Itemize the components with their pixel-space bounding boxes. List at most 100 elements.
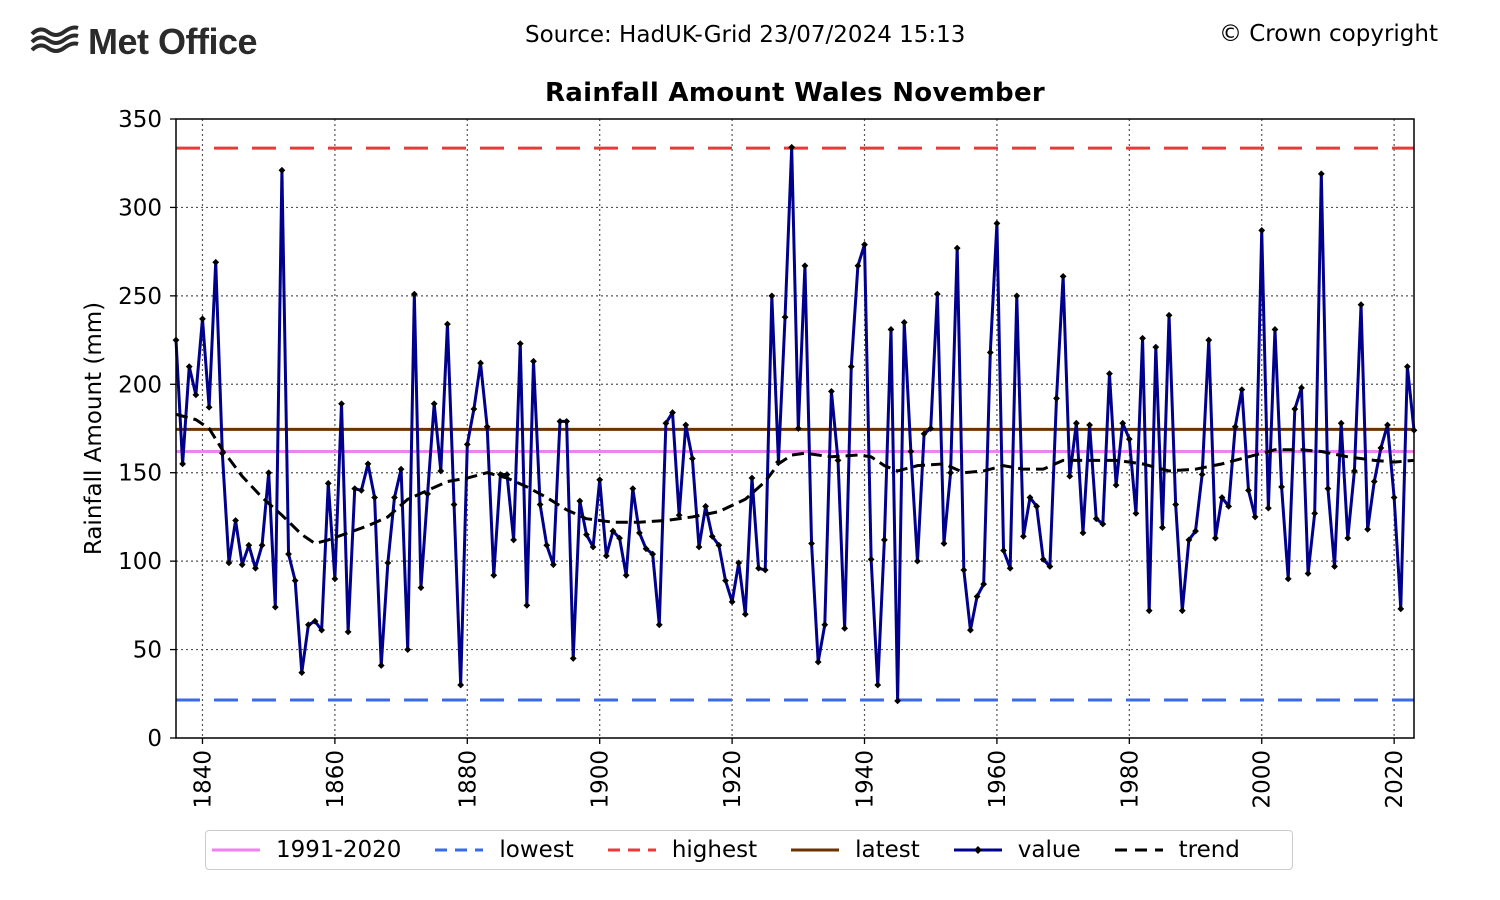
legend-label: lowest (499, 837, 574, 863)
value-point (463, 441, 471, 448)
legend-item-latest: latest (791, 837, 920, 863)
legend-item-lowest: lowest (435, 837, 574, 863)
value-point (741, 610, 749, 618)
y-tick-label: 300 (118, 195, 162, 221)
value-point (1112, 481, 1120, 489)
value-point (205, 403, 213, 411)
value-point (768, 292, 776, 300)
value-point (649, 550, 657, 558)
y-axis-label: Rainfall Amount (mm) (81, 302, 107, 555)
value-point (642, 545, 650, 553)
value-point (344, 628, 352, 636)
legend-item-value: value (953, 837, 1081, 863)
value-point (1178, 607, 1186, 615)
value-point (808, 540, 815, 547)
value-point (258, 541, 266, 549)
value-point (417, 584, 425, 592)
value-point (583, 531, 590, 539)
x-tick-label: 1880 (455, 750, 481, 809)
value-point (510, 536, 518, 544)
met-office-logo: Met Office (30, 20, 258, 64)
value-point (311, 617, 319, 625)
value-point (1264, 504, 1272, 512)
value-point (265, 469, 273, 477)
legend-swatch (607, 848, 656, 852)
chart-title: Rainfall Amount Wales November (544, 78, 1046, 108)
legend-swatch (435, 848, 484, 852)
value-point (490, 571, 498, 579)
value-point (331, 575, 339, 583)
value-point (1139, 334, 1146, 342)
value-point (1317, 170, 1325, 178)
value-point (847, 363, 855, 370)
value-point (377, 662, 385, 669)
value-point (218, 449, 226, 457)
value-point (1291, 405, 1299, 413)
x-tick-label: 2000 (1250, 750, 1276, 809)
value-point (708, 532, 716, 540)
value-point (523, 601, 531, 609)
value-point (1013, 292, 1021, 300)
value-point (688, 455, 696, 462)
value-point (1006, 564, 1014, 572)
value-point (1132, 509, 1140, 517)
value-point (549, 561, 557, 569)
x-tick-label: 1940 (853, 750, 879, 809)
value-point (305, 621, 312, 629)
value-point (655, 621, 663, 629)
value-point (470, 405, 478, 413)
value-point (1331, 563, 1338, 570)
value-point (503, 471, 511, 478)
value-point (1020, 532, 1027, 540)
x-tick-label: 1960 (985, 750, 1011, 809)
chart-legend: 1991-2020 lowest highest latest value trend (205, 830, 1293, 870)
value-point (225, 559, 233, 567)
value-point (854, 262, 862, 270)
value-point (755, 564, 762, 572)
y-tick-label: 100 (118, 549, 162, 575)
y-tick-label: 250 (118, 284, 162, 310)
value-point (622, 571, 630, 579)
value-point (602, 552, 610, 560)
value-point (1258, 227, 1266, 234)
value-point (357, 487, 365, 494)
value-point (1159, 524, 1166, 531)
value-point (271, 603, 279, 611)
value-point (185, 363, 193, 370)
value-point (1211, 534, 1219, 542)
value-point (245, 541, 253, 549)
value-point (821, 621, 829, 629)
value-point (1390, 494, 1398, 501)
value-point (1072, 419, 1080, 427)
value-point (569, 655, 577, 662)
value-point (1066, 472, 1074, 480)
value-point (1192, 527, 1199, 535)
value-point (1370, 478, 1378, 485)
value-point (384, 559, 392, 567)
value-point (1079, 529, 1087, 537)
value-point (1377, 444, 1385, 452)
legend-label: 1991-2020 (276, 837, 402, 863)
legend-swatch (212, 848, 260, 852)
value-point (437, 467, 445, 475)
value-point (596, 476, 604, 484)
value-point (351, 485, 359, 493)
value-point (609, 527, 617, 535)
value-point (788, 143, 796, 151)
value-point (424, 490, 431, 498)
value-point (483, 423, 491, 431)
value-point (543, 541, 551, 549)
value-point (894, 697, 902, 705)
value-point (1033, 502, 1041, 510)
value-point (927, 425, 935, 432)
value-point (1145, 607, 1153, 615)
value-point (410, 290, 418, 298)
value-point (1218, 494, 1226, 501)
value-point (702, 502, 710, 510)
value-point (364, 460, 372, 468)
legend-swatch (953, 846, 1002, 854)
legend-label: latest (855, 837, 920, 863)
value-point (940, 540, 948, 547)
value-point (450, 501, 458, 508)
